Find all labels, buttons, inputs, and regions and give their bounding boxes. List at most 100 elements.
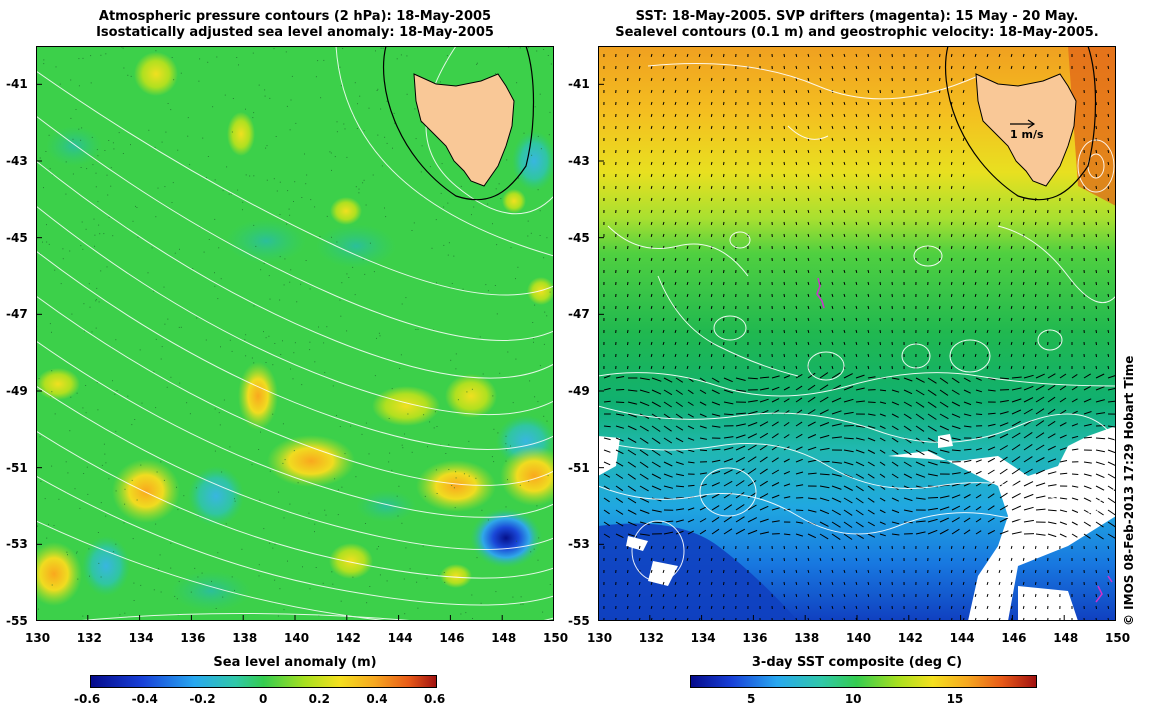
sla-dot bbox=[314, 531, 315, 533]
sla-dot bbox=[112, 380, 113, 382]
velocity-vector bbox=[615, 376, 625, 379]
sla-dot bbox=[324, 372, 326, 374]
velocity-vector bbox=[698, 53, 701, 58]
sla-dot bbox=[355, 476, 357, 478]
sla-dot bbox=[537, 135, 539, 137]
velocity-vector bbox=[699, 472, 707, 475]
velocity-vector bbox=[711, 482, 720, 487]
sla-dot bbox=[282, 462, 284, 464]
velocity-vector bbox=[974, 269, 977, 274]
velocity-vector bbox=[939, 185, 941, 190]
velocity-vector bbox=[1107, 569, 1110, 574]
sla-dot bbox=[274, 579, 276, 581]
sla-dot bbox=[411, 230, 413, 231]
sla-dot bbox=[433, 329, 435, 331]
velocity-vector bbox=[723, 65, 725, 70]
sla-dot bbox=[468, 440, 470, 442]
velocity-vector bbox=[998, 545, 1001, 550]
velocity-vector bbox=[687, 389, 694, 395]
sla-dot bbox=[69, 430, 71, 432]
velocity-vector bbox=[855, 77, 858, 82]
velocity-vector bbox=[1107, 509, 1116, 516]
velocity-vector bbox=[879, 185, 881, 190]
velocity-vector bbox=[795, 257, 798, 262]
velocity-vector bbox=[627, 497, 637, 504]
velocity-vector bbox=[1107, 137, 1110, 142]
velocity-vector bbox=[867, 509, 875, 515]
velocity-vector bbox=[710, 257, 713, 262]
velocity-vector bbox=[698, 281, 701, 286]
velocity-vector bbox=[783, 329, 785, 334]
velocity-vector bbox=[698, 545, 701, 550]
sla-dot bbox=[105, 53, 107, 55]
velocity-vector bbox=[1023, 519, 1034, 523]
sla-dot bbox=[108, 216, 110, 218]
velocity-vector bbox=[1023, 420, 1033, 427]
velocity-vector bbox=[639, 377, 650, 381]
left-panel-title: Atmospheric pressure contours (2 hPa): 1… bbox=[36, 9, 554, 41]
sla-dot bbox=[506, 159, 508, 161]
colorbar-tick-label: 0.2 bbox=[308, 692, 330, 706]
sla-dot bbox=[492, 395, 494, 397]
velocity-vector bbox=[783, 398, 790, 403]
velocity-vector bbox=[771, 433, 779, 439]
sea-level-contour bbox=[598, 372, 1116, 397]
sla-dot bbox=[537, 189, 539, 191]
velocity-vector bbox=[950, 365, 953, 370]
velocity-vector bbox=[627, 173, 629, 178]
sla-dot bbox=[396, 58, 398, 60]
velocity-vector bbox=[939, 257, 941, 262]
sla-dot bbox=[386, 100, 388, 102]
sla-dot bbox=[376, 548, 378, 550]
sea-level-contour bbox=[631, 520, 685, 582]
velocity-vector bbox=[603, 521, 610, 527]
velocity-vector bbox=[1107, 497, 1116, 504]
sla-dot bbox=[549, 291, 551, 293]
sla-blob bbox=[188, 466, 244, 526]
tasmania-land bbox=[975, 73, 1077, 187]
velocity-vector bbox=[891, 497, 900, 502]
sla-dot bbox=[391, 388, 393, 390]
velocity-vector bbox=[939, 557, 941, 562]
velocity-vector bbox=[855, 605, 858, 610]
sla-dot bbox=[46, 224, 47, 226]
velocity-vector bbox=[999, 456, 1008, 463]
drifter-track bbox=[1095, 585, 1103, 603]
velocity-vector bbox=[1010, 293, 1013, 298]
velocity-vector bbox=[650, 365, 653, 370]
velocity-vector bbox=[807, 293, 810, 298]
velocity-vector bbox=[698, 269, 701, 274]
velocity-vector bbox=[710, 569, 713, 574]
sla-dot bbox=[80, 245, 82, 247]
velocity-vector bbox=[1034, 269, 1037, 274]
velocity-vector bbox=[1010, 329, 1013, 334]
velocity-vector bbox=[950, 305, 953, 310]
velocity-vector bbox=[795, 471, 804, 475]
velocity-vector bbox=[939, 77, 941, 82]
velocity-vector bbox=[783, 434, 790, 439]
velocity-vector bbox=[1035, 396, 1045, 403]
sla-dot bbox=[447, 254, 449, 256]
velocity-vector bbox=[783, 593, 785, 598]
velocity-vector bbox=[650, 257, 653, 262]
sla-dot bbox=[124, 503, 126, 505]
sla-dot bbox=[416, 581, 418, 583]
velocity-vector bbox=[819, 221, 822, 226]
velocity-vector bbox=[855, 257, 858, 262]
velocity-vector bbox=[663, 485, 674, 489]
velocity-vector bbox=[795, 209, 798, 214]
velocity-vector bbox=[1071, 509, 1079, 513]
velocity-vector bbox=[783, 209, 785, 214]
velocity-vector bbox=[879, 341, 881, 346]
velocity-vector bbox=[1107, 593, 1110, 598]
sla-dot bbox=[75, 109, 77, 110]
velocity-vector bbox=[855, 581, 858, 586]
sla-dot bbox=[70, 396, 72, 398]
velocity-vector bbox=[939, 389, 949, 396]
sla-dot bbox=[228, 193, 230, 195]
velocity-vector bbox=[603, 425, 611, 428]
velocity-vector bbox=[1083, 533, 1091, 539]
velocity-vector bbox=[819, 53, 822, 58]
velocity-vector bbox=[735, 389, 746, 392]
sla-dot bbox=[539, 210, 541, 212]
